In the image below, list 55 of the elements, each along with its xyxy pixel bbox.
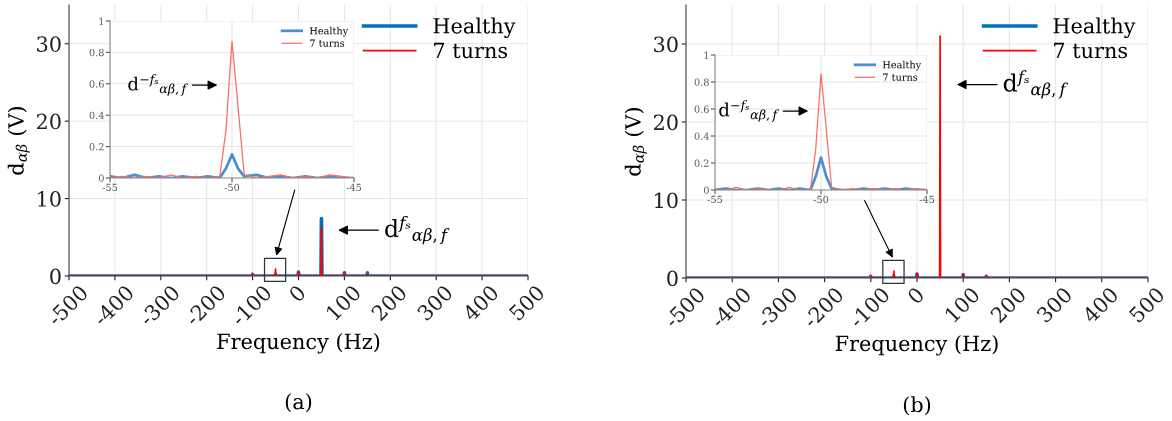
y-tick-label: 0.8 <box>694 78 709 86</box>
y-tick-label: 20 <box>36 113 61 130</box>
x-tick-label: 500 <box>508 284 546 322</box>
x-tick-label: -45 <box>919 195 935 204</box>
y-tick-label: 30 <box>37 36 61 52</box>
y-axis-title: d$_{αβ}$ (V) <box>7 107 30 175</box>
legend-label: Healthy <box>882 60 922 71</box>
x-axis-title: Frequency (Hz) <box>835 335 998 356</box>
y-tick-label: 0 <box>667 270 678 287</box>
y-tick-label: 10 <box>38 191 61 207</box>
y-tick-label: 10 <box>655 192 678 209</box>
legend-label: Healthy <box>1053 17 1136 38</box>
legend-label: 7 turns <box>310 39 345 47</box>
x-tick-label: -55 <box>102 183 118 192</box>
legend-label: Healthy <box>309 26 349 37</box>
y-tick-label: 0.6 <box>694 105 709 113</box>
x-tick-label: 200 <box>370 284 408 322</box>
x-tick-label: 400 <box>461 284 500 323</box>
x-tick-label: -50 <box>224 183 240 192</box>
x-tick-label: 500 <box>1128 286 1166 324</box>
y-tick-label: 0.8 <box>89 48 104 57</box>
y-tick-label: 30 <box>654 36 678 53</box>
y-tick-label: 0.2 <box>89 143 104 151</box>
y-axis-title: d$_{αβ}$ (V) <box>624 108 647 176</box>
x-tick-label: -50 <box>813 195 829 204</box>
y-tick-label: 1 <box>704 51 709 59</box>
y-tick-label: 0 <box>50 268 61 285</box>
legend-label: 7 turns <box>434 42 508 59</box>
annotation: d$^{fₛ}$$_{αβ,f}$ <box>1003 70 1069 99</box>
x-tick-label: 0 <box>287 284 307 303</box>
x-tick-label: 300 <box>416 284 454 322</box>
legend-label: 7 turns <box>1054 42 1128 59</box>
x-tick-label: 200 <box>989 286 1027 324</box>
x-tick-label: -45 <box>346 183 362 192</box>
text: (b) <box>903 396 931 416</box>
x-axis-title: Frequency (Hz) <box>217 333 380 354</box>
y-tick-label: 20 <box>653 114 678 131</box>
x-tick-label: -55 <box>707 195 723 204</box>
y-tick-label: 0.6 <box>89 80 104 88</box>
x-tick-label: 100 <box>325 284 362 321</box>
legend-label: 7 turns <box>883 73 918 81</box>
annotation: d$^{−fₛ}$$_{αβ,f}$ <box>719 100 780 122</box>
y-tick-label: 0.2 <box>694 159 709 167</box>
x-tick-label: 300 <box>1035 286 1073 324</box>
text: (a) <box>285 393 312 413</box>
annotation: d$^{−fₛ}$$_{αβ,f}$ <box>128 74 189 96</box>
x-tick-label: 100 <box>944 286 981 323</box>
y-tick-label: 0.4 <box>694 132 709 140</box>
y-tick-label: 0 <box>98 174 104 182</box>
y-tick-label: 1 <box>99 17 104 25</box>
x-tick-label: 0 <box>906 286 925 305</box>
annotation: d$^{fₛ}$$_{αβ,f}$ <box>385 215 450 245</box>
legend-label: Healthy <box>433 17 516 38</box>
x-tick-label: 400 <box>1081 286 1120 325</box>
y-tick-label: 0.4 <box>89 111 104 120</box>
